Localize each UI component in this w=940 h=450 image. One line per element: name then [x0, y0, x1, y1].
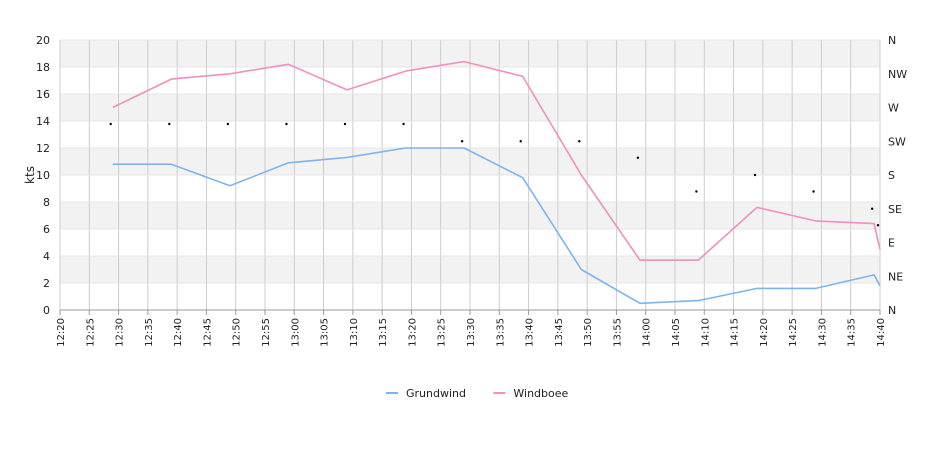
x-tick-label: 13:05 — [320, 318, 331, 347]
direction-marker — [876, 224, 880, 227]
x-axis: 12:20 12:25 12:30 12:35 12:40 12:45 12:50 12:55… — [56, 309, 887, 347]
direction-marker — [402, 122, 405, 126]
x-tick-label: 14:05 — [671, 318, 682, 347]
x-tick-label: 12:50 — [232, 318, 243, 347]
legend[interactable]: Grundwind Windboee — [386, 387, 569, 400]
y-tick-label: 0 — [43, 304, 50, 317]
direction-marker — [636, 156, 640, 159]
series-lines — [112, 60, 881, 305]
direction-tick-label: NE — [888, 270, 903, 283]
direction-marker — [343, 122, 347, 126]
y-axis-title: kts — [23, 166, 37, 184]
y-tick-label: 8 — [43, 196, 50, 209]
y-tick-label: 2 — [43, 277, 50, 290]
y-tick-label: 20 — [36, 34, 50, 47]
direction-marker — [226, 122, 230, 126]
direction-tick-label: S — [888, 169, 895, 182]
x-tick-label: 12:30 — [115, 318, 126, 347]
direction-tick-label: E — [888, 237, 895, 250]
legend-label: Grundwind — [406, 387, 466, 400]
x-tick-label: 13:25 — [437, 318, 448, 347]
x-tick-label: 13:55 — [612, 318, 623, 347]
legend-item-windboee[interactable]: Windboee — [493, 387, 569, 400]
direction-marker — [168, 122, 171, 126]
series-line-windboee[interactable] — [112, 60, 881, 261]
direction-tick-label: N — [888, 304, 896, 317]
x-tick-label: 12:25 — [85, 318, 96, 347]
x-tick-label: 12:40 — [173, 318, 184, 347]
direction-marker — [519, 140, 522, 143]
direction-tick-label: SW — [888, 135, 906, 148]
x-tick-label: 13:40 — [525, 318, 536, 347]
x-tick-label: 14:25 — [788, 318, 799, 347]
x-tick-label: 12:45 — [202, 318, 213, 347]
direction-marker — [870, 207, 874, 210]
x-tick-label: 12:55 — [261, 318, 272, 347]
direction-marker — [109, 122, 112, 126]
y-axis-right-direction: N NE E SE S SW W NW N — [888, 34, 907, 317]
direction-marker — [578, 140, 581, 143]
y-tick-label: 10 — [36, 169, 50, 182]
y-tick-label: 18 — [36, 61, 50, 74]
direction-markers — [109, 122, 880, 227]
y-tick-label: 14 — [36, 115, 50, 128]
y-tick-label: 16 — [36, 88, 50, 101]
direction-marker — [753, 173, 757, 177]
legend-item-grundwind[interactable]: Grundwind — [386, 387, 466, 400]
y-tick-label: 12 — [36, 142, 50, 155]
x-tick-label: 14:15 — [730, 318, 741, 347]
y-tick-label: 4 — [43, 250, 50, 263]
x-tick-label: 13:15 — [378, 318, 389, 347]
x-tick-label: 14:40 — [876, 318, 887, 347]
direction-tick-label: N — [888, 34, 896, 47]
x-tick-label: 13:30 — [466, 318, 477, 347]
legend-label: Windboee — [513, 387, 568, 400]
x-tick-label: 14:35 — [847, 318, 858, 347]
x-tick-label: 14:20 — [759, 318, 770, 347]
direction-tick-label: SE — [888, 203, 902, 216]
x-tick-label: 14:30 — [817, 318, 828, 347]
x-tick-label: 12:20 — [56, 318, 67, 347]
x-tick-label: 13:10 — [349, 318, 360, 347]
y-tick-label: 6 — [43, 223, 50, 236]
x-tick-label: 12:35 — [144, 318, 155, 347]
x-tick-label: 14:10 — [700, 318, 711, 347]
direction-marker — [460, 140, 464, 143]
direction-tick-label: NW — [888, 68, 907, 81]
x-tick-label: 13:45 — [554, 318, 565, 347]
direction-marker — [285, 122, 288, 126]
series-line-grundwind[interactable] — [112, 147, 881, 305]
direction-tick-label: W — [888, 102, 899, 115]
x-tick-label: 13:50 — [583, 318, 594, 347]
x-tick-label: 13:00 — [290, 318, 301, 347]
y-axis-left: 0 2 4 6 8 10 12 14 16 18 20 — [36, 34, 50, 317]
x-tick-label: 13:20 — [407, 318, 418, 347]
direction-marker — [812, 190, 815, 193]
x-tick-label: 13:35 — [495, 318, 506, 347]
direction-marker — [695, 190, 698, 193]
x-tick-label: 14:00 — [642, 318, 653, 347]
